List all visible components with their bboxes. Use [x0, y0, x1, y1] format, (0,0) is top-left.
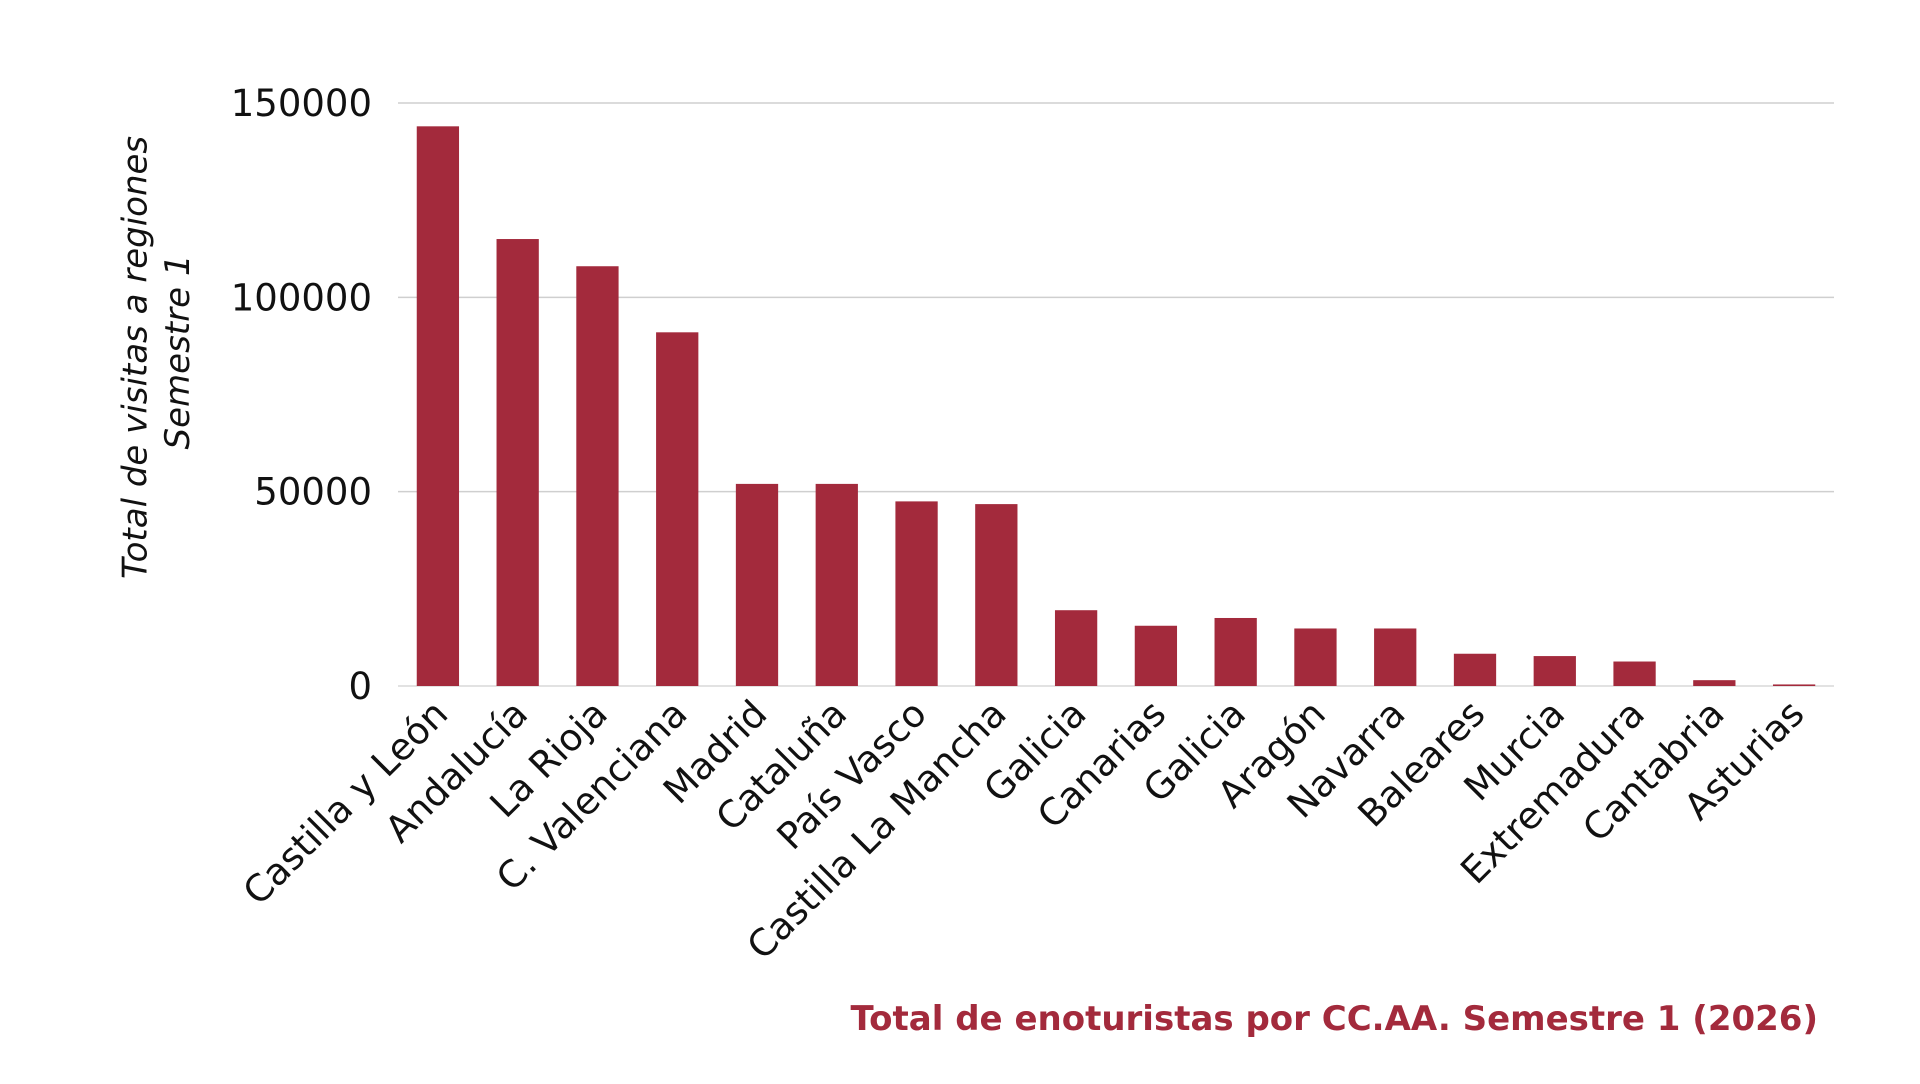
chart-title: Total de enoturistas por CC.AA. Semestre…: [851, 999, 1819, 1039]
y-axis-title-line-2: Semestre 1: [158, 255, 198, 450]
bar: [496, 239, 539, 687]
y-axis-ticks: 0 50000 100000 150000: [231, 82, 372, 708]
y-tick-label: 0: [348, 665, 372, 708]
y-tick-label: 50000: [254, 471, 372, 514]
bar: [656, 332, 699, 686]
bar: [576, 266, 619, 686]
bar-series: [416, 126, 1816, 687]
grid-lines: [398, 102, 1834, 687]
bar: [975, 504, 1018, 686]
bar: [1134, 625, 1178, 686]
bar: [1054, 610, 1098, 686]
bar: [416, 126, 460, 686]
bar: [895, 501, 938, 686]
bar: [735, 483, 779, 686]
bar: [1772, 684, 1816, 686]
bar: [1613, 661, 1656, 686]
y-axis-title: Total de visitas a regiones Semestre 1: [115, 125, 198, 579]
bar: [1294, 628, 1337, 686]
bar: [1533, 656, 1576, 686]
bar: [815, 483, 858, 686]
bar: [1374, 628, 1417, 686]
y-tick-label: 150000: [231, 82, 372, 125]
bar: [1453, 653, 1497, 686]
y-tick-label: 100000: [231, 276, 372, 319]
bar: [1693, 680, 1736, 686]
bar: [1214, 617, 1257, 686]
y-axis-title-line-1: Total de visitas a regiones: [115, 136, 155, 579]
